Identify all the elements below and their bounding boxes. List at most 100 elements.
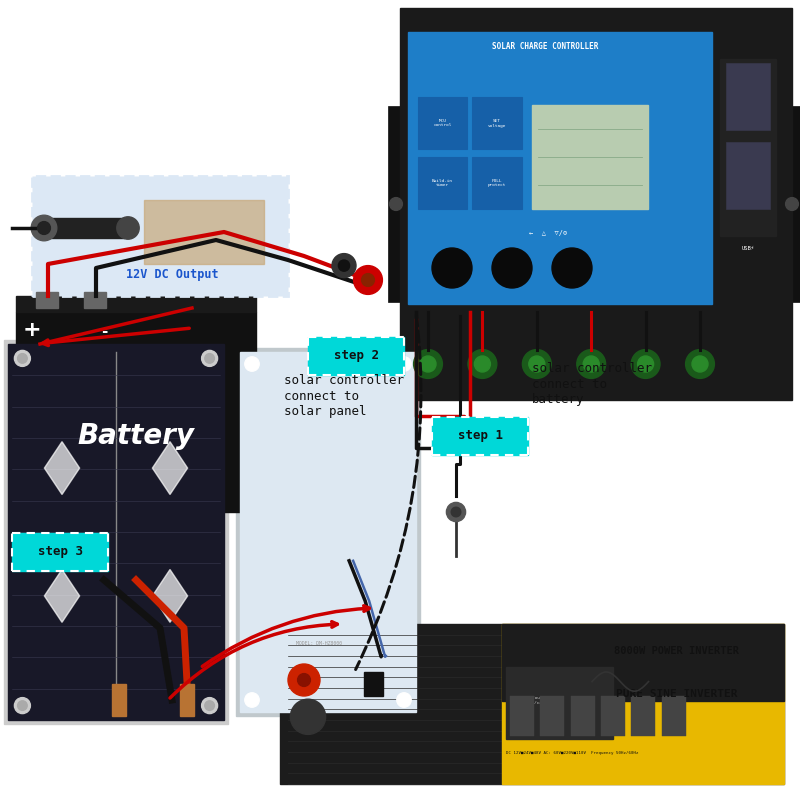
Text: +: + <box>22 320 42 340</box>
Circle shape <box>332 254 356 278</box>
Bar <box>502 624 784 701</box>
Bar <box>240 352 416 712</box>
Text: step 2: step 2 <box>334 350 378 362</box>
Circle shape <box>468 350 497 378</box>
Circle shape <box>446 502 466 522</box>
Circle shape <box>397 357 411 371</box>
Circle shape <box>432 248 472 288</box>
Bar <box>16 296 256 312</box>
Bar <box>540 696 564 736</box>
Circle shape <box>414 350 442 378</box>
Circle shape <box>362 274 374 286</box>
Bar <box>112 684 126 716</box>
Circle shape <box>205 354 214 363</box>
Text: SOLAR CHARGE CONTROLLER: SOLAR CHARGE CONTROLLER <box>492 42 598 51</box>
Circle shape <box>390 198 402 210</box>
Circle shape <box>202 350 218 366</box>
Text: DC 12V■24V■48V AC: 60V■220V■110V  Frequency 50Hz/60Hz: DC 12V■24V■48V AC: 60V■220V■110V Frequen… <box>506 750 638 754</box>
Circle shape <box>552 248 592 288</box>
Bar <box>418 157 467 209</box>
Bar <box>472 97 522 149</box>
Text: step 3: step 3 <box>38 546 82 558</box>
Circle shape <box>290 699 326 734</box>
Bar <box>720 59 776 236</box>
Bar <box>726 142 770 210</box>
Bar <box>4 340 228 724</box>
Text: ←  △  ▽/⊙: ← △ ▽/⊙ <box>529 230 567 236</box>
Bar <box>32 176 288 296</box>
Circle shape <box>18 701 27 710</box>
Circle shape <box>14 698 30 714</box>
Bar <box>631 696 655 736</box>
Circle shape <box>631 350 660 378</box>
Bar <box>784 106 800 302</box>
Text: Battery: Battery <box>78 422 194 450</box>
Circle shape <box>18 354 27 363</box>
Bar <box>400 8 792 400</box>
Bar <box>502 624 784 784</box>
Circle shape <box>692 356 708 372</box>
Circle shape <box>14 350 30 366</box>
Circle shape <box>31 215 57 241</box>
Circle shape <box>202 698 218 714</box>
Bar <box>16 312 256 512</box>
Bar <box>36 292 58 308</box>
Circle shape <box>245 357 259 371</box>
Text: MCU
control: MCU control <box>434 119 451 127</box>
Polygon shape <box>153 442 188 494</box>
Circle shape <box>117 217 139 239</box>
Circle shape <box>686 350 714 378</box>
Bar <box>418 97 467 149</box>
Circle shape <box>338 260 350 271</box>
Bar <box>570 696 594 736</box>
Text: 8000W POWER INVERTER: 8000W POWER INVERTER <box>614 646 739 656</box>
Bar <box>408 32 712 304</box>
Bar <box>432 417 528 455</box>
Text: For home/outdoor/
solar/car: For home/outdoor/ solar/car <box>511 696 556 705</box>
Bar <box>16 312 256 512</box>
Bar <box>8 344 224 720</box>
Text: -: - <box>101 324 107 339</box>
Bar <box>44 218 124 238</box>
Bar <box>388 106 404 302</box>
Polygon shape <box>45 442 80 494</box>
Circle shape <box>583 356 599 372</box>
Bar <box>236 348 420 716</box>
Circle shape <box>492 248 532 288</box>
Text: 12V DC Output: 12V DC Output <box>126 268 219 282</box>
Bar <box>662 696 686 736</box>
Text: solar controller
connect to
solar panel: solar controller connect to solar panel <box>284 374 404 418</box>
Bar <box>726 62 770 130</box>
Polygon shape <box>153 570 188 622</box>
Text: solar controller
connect to
battery: solar controller connect to battery <box>532 362 652 406</box>
Circle shape <box>205 701 214 710</box>
Circle shape <box>577 350 606 378</box>
Circle shape <box>298 674 310 686</box>
Text: Build-in
timer: Build-in timer <box>432 179 453 187</box>
Circle shape <box>38 222 50 234</box>
Bar <box>280 624 784 784</box>
Polygon shape <box>45 570 80 622</box>
Bar <box>8 344 224 720</box>
Bar <box>601 696 625 736</box>
Text: SET
voltage: SET voltage <box>488 119 506 127</box>
Bar <box>532 105 648 209</box>
Circle shape <box>474 356 490 372</box>
Circle shape <box>451 507 461 517</box>
Circle shape <box>288 664 320 696</box>
Bar <box>506 667 613 739</box>
Bar <box>532 105 648 209</box>
Circle shape <box>522 350 551 378</box>
Circle shape <box>786 198 798 210</box>
Text: FULL
protect: FULL protect <box>488 179 506 187</box>
Text: USB⚡: USB⚡ <box>742 246 754 251</box>
Bar <box>308 337 404 375</box>
Bar <box>12 533 108 571</box>
Circle shape <box>245 693 259 707</box>
Bar <box>472 157 522 209</box>
Circle shape <box>638 356 654 372</box>
Bar <box>180 684 194 716</box>
Bar <box>510 696 534 736</box>
Bar <box>84 292 106 308</box>
Circle shape <box>397 693 411 707</box>
